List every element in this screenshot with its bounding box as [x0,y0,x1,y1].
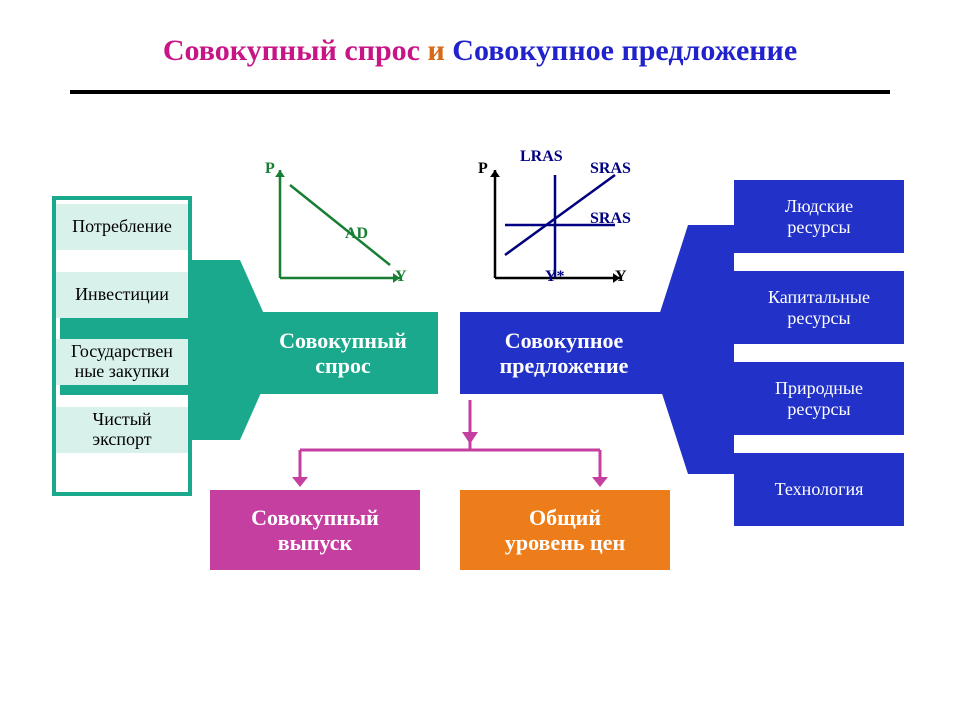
supply-factor-item: Технология [734,453,904,526]
aggregate-supply-box: Совокупноепредложение [460,312,668,394]
supply-factor-item: Природныересурсы [734,362,904,435]
supply-factor-item: Капитальныересурсы [734,271,904,344]
demand-factors-panel: Потребление Инвестиции Государственные зак… [52,196,192,496]
chart-label: AD [345,225,368,243]
chart-label: SRAS [590,210,631,228]
page-title: Совокупный спрос и Совокупное предложени… [0,34,960,68]
title-part2: Совокупное предложение [452,34,797,67]
title-divider [70,90,890,94]
demand-factor-item: Потребление [56,204,188,250]
demand-factor-item: Государственные закупки [56,339,188,385]
chart-label: LRAS [520,148,563,166]
aggregate-demand-box: Совокупныйспрос [248,312,438,394]
supply-factor-item: Людскиересурсы [734,180,904,253]
supply-factors-panel: Людскиересурсы Капитальныересурсы Природны… [734,166,904,544]
chart-label: Y [615,268,627,286]
aggregate-output-box: Совокупныйвыпуск [210,490,420,570]
chart-label: SRAS [590,160,631,178]
ad-chart [275,170,400,283]
title-part1: Совокупный спрос [163,34,420,67]
chart-label: Y* [545,268,565,286]
chart-label: Y [395,268,407,286]
demand-factor-item: Инвестиции [56,272,188,318]
demand-factor-item: Чистыйэкспорт [56,407,188,453]
chart-label: P [265,160,275,178]
price-level-box: Общийуровень цен [460,490,670,570]
connector-lines [292,400,608,487]
title-connector: и [427,34,444,67]
chart-label: P [478,160,488,178]
